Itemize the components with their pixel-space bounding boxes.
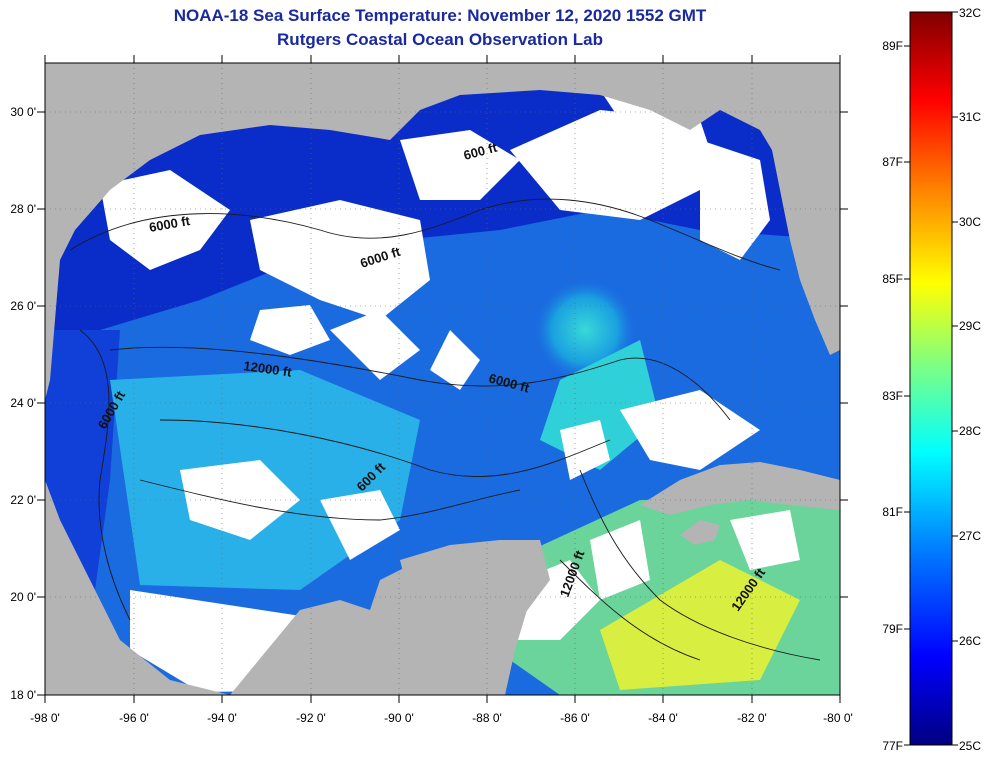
lon-tick-label: -80 0' [823, 711, 853, 725]
fahrenheit-label: 77F [882, 739, 903, 753]
map-subtitle: Rutgers Coastal Ocean Observation Lab [277, 30, 603, 49]
fahrenheit-label: 89F [882, 39, 903, 53]
lon-tick-label: -86 0' [560, 711, 590, 725]
celsius-label: 29C [959, 319, 981, 333]
lon-tick-label: -94 0' [207, 711, 237, 725]
contour-label: 12000 ft [243, 358, 294, 380]
colorbar-ticks [904, 11, 958, 746]
lon-tick-label: -84 0' [648, 711, 678, 725]
bathymetry-contours [69, 198, 821, 661]
lat-tick-label: 20 0' [10, 590, 36, 604]
celsius-labels: 32C 31C 30C 29C 28C 27C 26C 25C [959, 6, 981, 753]
map-area [45, 63, 840, 695]
fahrenheit-label: 81F [882, 505, 903, 519]
map-frame [44, 62, 841, 696]
lat-tick-label: 18 0' [10, 688, 36, 702]
celsius-label: 26C [959, 634, 981, 648]
land [45, 63, 840, 695]
graticule [45, 63, 840, 695]
celsius-label: 25C [959, 739, 981, 753]
longitude-labels: -98 0' -96 0' -94 0' -92 0' -90 0' -88 0… [30, 711, 853, 725]
lat-tick-label: 28 0' [10, 202, 36, 216]
lon-tick-label: -90 0' [384, 711, 414, 725]
lat-tick-label: 24 0' [10, 396, 36, 410]
lon-tick-label: -96 0' [119, 711, 149, 725]
celsius-label: 27C [959, 529, 981, 543]
celsius-label: 32C [959, 6, 981, 20]
axis-ticks [37, 55, 848, 703]
lat-tick-label: 22 0' [10, 493, 36, 507]
lon-tick-label: -82 0' [737, 711, 767, 725]
latitude-labels: 30 0' 28 0' 26 0' 24 0' 22 0' 20 0' 18 0… [10, 105, 36, 702]
temperature-colorbar: 32C 31C 30C 29C 28C 27C 26C 25C 89F 87F … [882, 6, 981, 753]
fahrenheit-label: 83F [882, 389, 903, 403]
lon-tick-label: -88 0' [472, 711, 502, 725]
lon-tick-label: -92 0' [296, 711, 326, 725]
map-title: NOAA-18 Sea Surface Temperature: Novembe… [173, 6, 707, 25]
lon-tick-label: -98 0' [30, 711, 60, 725]
caribbean-hot-spot [600, 560, 800, 690]
celsius-label: 31C [959, 110, 981, 124]
lat-tick-label: 26 0' [10, 299, 36, 313]
colorbar-gradient [909, 11, 953, 746]
fahrenheit-label: 79F [882, 622, 903, 636]
lat-tick-label: 30 0' [10, 105, 36, 119]
contour-label: 6000 ft [148, 213, 192, 235]
fahrenheit-labels: 89F 87F 85F 83F 81F 79F 77F [882, 39, 903, 753]
fahrenheit-label: 85F [882, 272, 903, 286]
celsius-label: 30C [959, 215, 981, 229]
fahrenheit-label: 87F [882, 155, 903, 169]
celsius-label: 28C [959, 424, 981, 438]
